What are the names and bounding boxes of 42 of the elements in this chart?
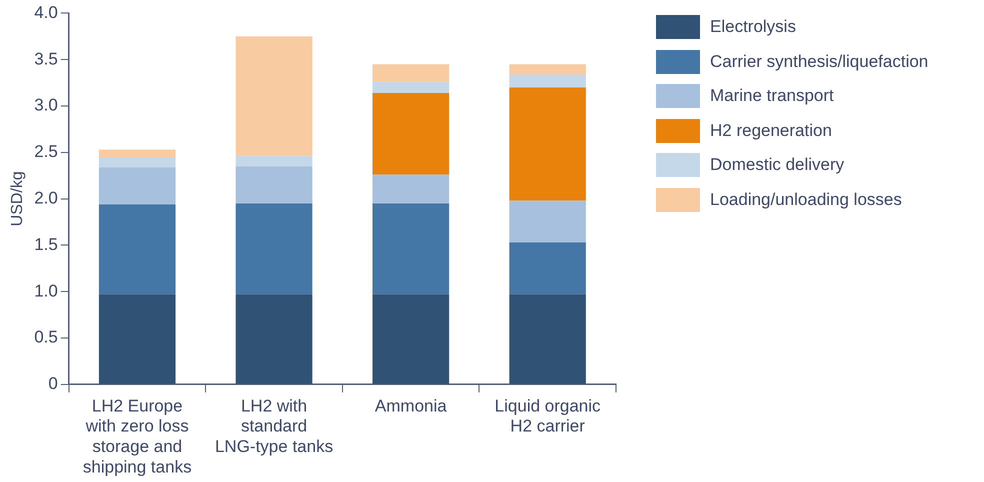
legend-label: Loading/unloading losses	[710, 190, 902, 210]
bar	[236, 203, 312, 294]
legend-label: Carrier synthesis/liquefaction	[710, 52, 928, 72]
bar	[372, 64, 450, 82]
bar	[509, 87, 586, 201]
bar	[236, 156, 312, 166]
bar	[372, 82, 450, 94]
legend-label: H2 regeneration	[710, 120, 832, 141]
bar	[509, 294, 586, 384]
bar	[236, 294, 312, 384]
y-tick-label: 0	[48, 374, 58, 394]
y-tick-label: 1.0	[34, 281, 58, 300]
bar	[236, 36, 312, 156]
y-tick-label: 2.0	[34, 188, 58, 208]
legend-label: Marine transport	[710, 86, 834, 106]
y-tick-label: 3.0	[34, 96, 58, 115]
bar	[98, 150, 176, 158]
y-tick-label: 4.0	[34, 2, 58, 22]
y-axis-title: USD/kg	[9, 171, 26, 226]
bar	[98, 204, 176, 294]
y-tick-label: 2.5	[34, 142, 58, 162]
bar	[98, 167, 176, 204]
bar	[509, 242, 586, 294]
y-tick-label: 3.5	[34, 49, 58, 68]
bar	[372, 93, 450, 175]
legend-label: Electrolysis	[710, 17, 796, 38]
x-tick-label: LH2 Europe with zero loss storage and shipping tanks	[82, 396, 192, 476]
bar	[509, 64, 586, 74]
bar	[98, 294, 176, 384]
bar	[509, 200, 586, 242]
bar	[372, 294, 450, 384]
legend-label: Domestic delivery	[710, 155, 844, 176]
y-tick-label: 0.5	[34, 328, 58, 347]
x-tick-label: Liquid organic H2 carrier	[494, 396, 602, 436]
bar	[372, 203, 450, 294]
x-tick-label: Ammonia	[374, 396, 448, 416]
bar	[98, 157, 176, 168]
bar	[236, 166, 312, 204]
x-tick-label: LH2 with standard LNG-type tanks	[214, 396, 334, 456]
bar	[372, 174, 450, 204]
y-tick-label: 1.5	[34, 234, 58, 254]
bar	[509, 74, 586, 88]
